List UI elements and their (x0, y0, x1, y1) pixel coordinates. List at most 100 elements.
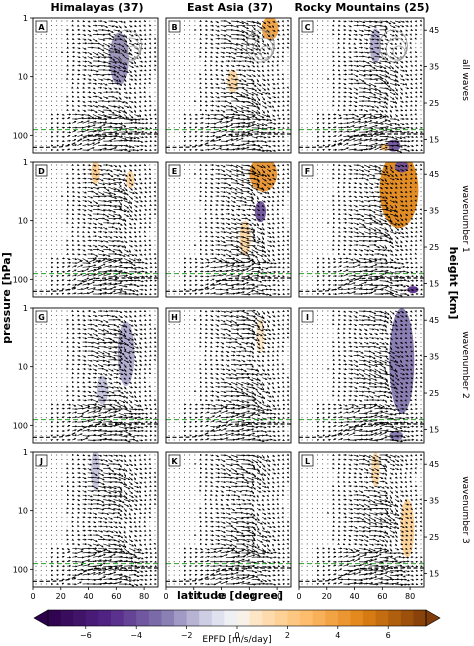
vector-arrow (414, 37, 417, 40)
vector-dot (56, 51, 58, 53)
vector-dot (56, 100, 58, 102)
vector-arrow (394, 82, 401, 87)
vector-dot (173, 226, 175, 228)
vector-dot (322, 209, 324, 210)
vector-arrow (220, 109, 226, 113)
vector-dot (178, 122, 180, 124)
vector-dot (311, 231, 313, 233)
vector-arrow (419, 208, 423, 211)
vector-arrow (92, 91, 97, 94)
vector-dot (61, 368, 63, 370)
vector-dot (301, 284, 303, 286)
vector-arrow (128, 34, 134, 37)
vector-dot (56, 20, 58, 22)
vector-arrow (394, 100, 397, 105)
vector-arrow (251, 191, 256, 196)
vector-dot (194, 47, 196, 49)
vector-dot (194, 209, 196, 210)
vector-arrow (261, 222, 264, 226)
vector-dot (178, 47, 180, 49)
vector-arrow (251, 25, 256, 31)
vector-arrow (282, 172, 285, 175)
vector-dot (322, 191, 324, 193)
vector-arrow (415, 77, 418, 80)
vector-dot (178, 200, 180, 202)
vector-arrow (276, 114, 279, 117)
vector-arrow (400, 25, 405, 28)
vector-arrow (148, 42, 152, 45)
vector-dot (301, 222, 303, 224)
vector-arrow (379, 109, 384, 113)
vector-arrow (82, 104, 87, 107)
vector-dot (40, 323, 42, 325)
vector-arrow (272, 55, 276, 58)
vector-arrow (82, 235, 85, 238)
vector-arrow (220, 164, 226, 168)
vector-arrow (139, 136, 144, 139)
vector-arrow (400, 131, 407, 134)
vector-arrow (210, 186, 214, 189)
vector-arrow (204, 195, 208, 198)
vector-dot (317, 213, 318, 215)
vector-arrow (118, 315, 123, 319)
vector-dot (322, 226, 324, 228)
vector-dot (56, 253, 58, 255)
vector-arrow (261, 65, 264, 68)
vector-arrow (271, 212, 274, 216)
vector-dot (40, 257, 42, 259)
vector-arrow (148, 99, 152, 102)
vector-arrow (358, 164, 365, 168)
vector-dot (173, 69, 175, 71)
vector-dot (317, 168, 318, 170)
vector-arrow (72, 134, 78, 138)
vector-dot (178, 60, 180, 62)
vector-arrow (399, 253, 402, 256)
vector-arrow (225, 231, 232, 235)
vector-arrow (358, 222, 365, 226)
vector-arrow (215, 47, 220, 50)
vector-arrow (92, 222, 97, 226)
vector-arrow (134, 78, 137, 81)
vector-arrow (103, 78, 110, 81)
y-tick-label: 100 (13, 131, 28, 140)
vector-arrow (82, 209, 87, 212)
vector-arrow (353, 217, 360, 221)
vector-arrow (236, 204, 241, 208)
vector-dot (51, 82, 52, 84)
vector-dot (154, 91, 156, 93)
vector-dot (301, 200, 303, 202)
vector-arrow (353, 100, 358, 103)
vector-dot (327, 69, 329, 71)
vector-arrow (337, 168, 341, 171)
vector-arrow (103, 287, 113, 291)
vector-arrow (61, 283, 65, 287)
vector-arrow (134, 386, 138, 389)
vector-arrow (66, 117, 71, 120)
vector-arrow (189, 140, 192, 143)
vector-arrow (220, 87, 226, 90)
vector-arrow (148, 212, 152, 216)
vector-dot (306, 249, 308, 250)
vector-dot (168, 182, 170, 184)
vector-arrow (410, 86, 414, 90)
vector-arrow (138, 82, 142, 85)
vector-arrow (128, 65, 134, 69)
vector-arrow (82, 186, 88, 189)
vector-dot (35, 217, 37, 219)
vector-arrow (204, 190, 208, 193)
vector-arrow (210, 269, 216, 273)
vector-arrow (337, 217, 341, 220)
vector-dot (168, 73, 170, 75)
vector-dot (61, 235, 63, 237)
vector-dot (317, 51, 318, 53)
vector-dot (178, 127, 180, 129)
vector-dot (154, 105, 156, 106)
vector-arrow (331, 24, 335, 27)
vector-arrow (251, 196, 254, 201)
vector-dot (45, 249, 47, 250)
vector-arrow (364, 145, 374, 148)
vector-dot (61, 100, 63, 102)
vector-arrow (262, 284, 268, 287)
vector-dot (184, 222, 185, 224)
